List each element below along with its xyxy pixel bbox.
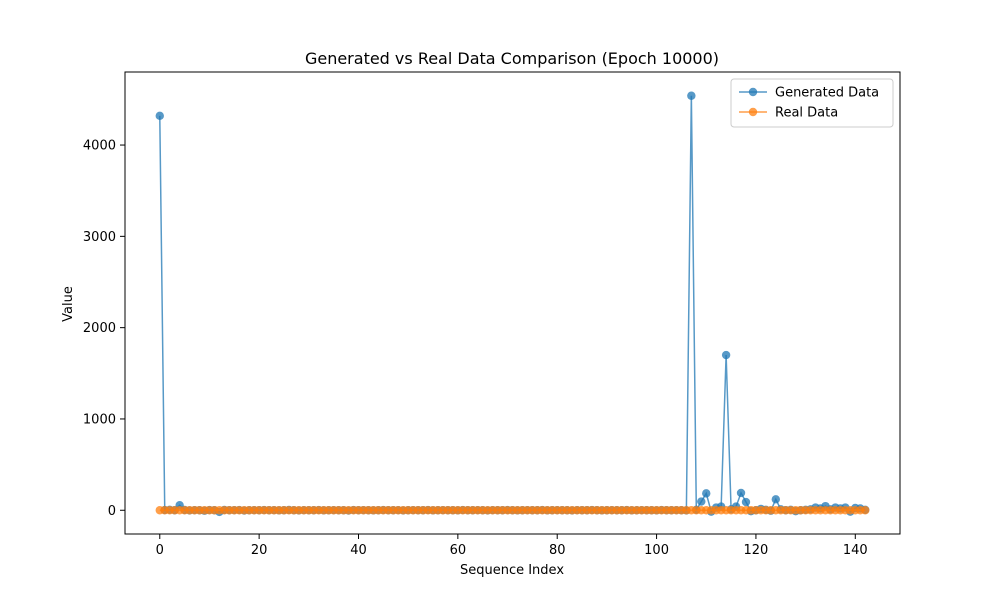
x-axis-label: Sequence Index <box>460 563 564 578</box>
data-point-generated-data <box>687 91 696 100</box>
data-point-generated-data <box>721 350 731 360</box>
legend-box <box>730 78 894 128</box>
x-tick-label: 80 <box>549 543 566 558</box>
data-point-real-data <box>861 506 870 515</box>
legend-marker-real-data <box>748 107 758 117</box>
y-tick-label: 1000 <box>83 412 116 427</box>
x-tick-label: 20 <box>251 543 268 558</box>
y-tick-label: 4000 <box>83 139 116 154</box>
x-tick-label: 40 <box>350 543 367 558</box>
data-point-generated-data <box>771 495 780 504</box>
y-tick-label: 3000 <box>83 230 116 245</box>
axes-frame <box>124 71 901 535</box>
x-tick-label: 120 <box>744 543 769 558</box>
y-tick-label: 0 <box>108 504 116 519</box>
legend-label-real-data: Real Data <box>775 106 838 121</box>
plot-area: 0 20 40 60 80 100 120 140 0 1000 2000 3000 4000 Gener… <box>83 71 901 558</box>
data-point-generated-data <box>697 497 706 506</box>
x-tick-label: 60 <box>450 543 467 558</box>
y-axis-label: Value <box>61 286 76 322</box>
data-point-generated-data <box>702 489 711 498</box>
data-point-generated-data <box>741 497 751 507</box>
data-point-generated-data <box>155 111 164 121</box>
y-tick-label: 2000 <box>83 321 116 336</box>
legend-label-generated-data: Generated Data <box>775 86 879 101</box>
x-tick-label: 0 <box>156 543 164 558</box>
x-tick-label: 100 <box>644 543 669 558</box>
x-tick-label: 140 <box>843 543 868 558</box>
data-point-generated-data <box>736 488 746 498</box>
chart-title: Generated vs Real Data Comparison (Epoch… <box>305 49 719 68</box>
legend-marker-generated-data <box>748 87 758 97</box>
